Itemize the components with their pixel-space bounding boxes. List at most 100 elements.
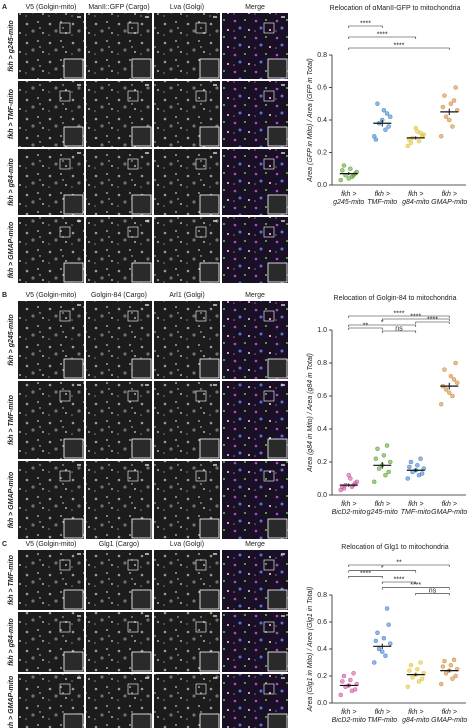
data-point [375, 630, 380, 636]
data-point [373, 638, 379, 644]
chart-title: Relocation of αManII-GFP to mitochondria [330, 5, 461, 12]
inset [63, 518, 84, 539]
x-tick-label: fkh > [375, 191, 390, 198]
data-point [442, 658, 447, 664]
inset-box [195, 90, 207, 102]
inset [267, 58, 288, 79]
chart-title: Relocation of Golgin-84 to mitochondria [334, 295, 457, 302]
inset [267, 589, 288, 610]
y-tick-label: 0.6 [317, 84, 327, 91]
inset-box [263, 158, 275, 170]
data-point [341, 163, 347, 168]
x-tick-label: fkh > [408, 501, 423, 508]
data-point [450, 124, 455, 129]
y-tick-label: 0.2 [317, 459, 327, 466]
inset-box [195, 310, 207, 322]
inset [199, 589, 220, 610]
inset-box [195, 158, 207, 170]
data-point [373, 456, 379, 461]
inset-box [263, 559, 275, 571]
column-header: Lva (Golgi) [170, 541, 204, 548]
significance-label: **** [394, 42, 405, 49]
data-point [346, 176, 351, 181]
column-header: Lva (Golgi) [170, 4, 204, 11]
significance-label: **** [377, 31, 388, 38]
y-tick-label: 0.6 [317, 619, 327, 626]
inset [199, 126, 220, 147]
inset [267, 126, 288, 147]
data-point [373, 137, 379, 142]
data-point [418, 456, 423, 461]
data-point [372, 660, 377, 665]
significance-label: ** [363, 322, 369, 329]
data-point [388, 114, 393, 119]
data-point [439, 134, 444, 139]
data-point [453, 85, 458, 90]
inset-box [263, 470, 275, 482]
inset-box [127, 559, 139, 571]
data-point [419, 471, 425, 476]
inset-box [127, 683, 139, 695]
row-label: fkh > GMAP-mito [8, 221, 15, 278]
x-tick-label: g245-mito [367, 509, 398, 516]
inset-box [127, 158, 139, 170]
data-point [338, 177, 343, 183]
significance-label: **** [410, 582, 421, 589]
data-point [341, 673, 347, 679]
inset [63, 651, 84, 672]
significance-bracket [348, 327, 383, 330]
inset-box [127, 390, 139, 402]
data-point [407, 464, 412, 470]
column-header: ManII::GFP (Cargo) [88, 4, 149, 11]
inset [63, 194, 84, 215]
inset-box [195, 683, 207, 695]
y-tick-label: 0.2 [317, 673, 327, 680]
panel-letter: B [2, 292, 7, 299]
data-point [386, 469, 391, 475]
data-point [442, 93, 447, 98]
inset [199, 438, 220, 459]
data-point [376, 646, 382, 652]
data-point [447, 390, 452, 395]
significance-bracket [348, 570, 417, 573]
data-point [413, 125, 418, 131]
data-point [381, 635, 387, 641]
inset [131, 194, 152, 215]
data-point [384, 443, 390, 448]
x-tick-label: GMAP-mito [431, 717, 467, 724]
inset-box [59, 90, 71, 102]
y-tick-label: 0.0 [317, 182, 327, 189]
data-point [383, 472, 388, 478]
inset-box [59, 310, 71, 322]
inset [267, 651, 288, 672]
inset-box [59, 158, 71, 170]
significance-bracket [348, 315, 450, 318]
inset [199, 518, 220, 539]
data-point [405, 684, 410, 690]
x-tick-label: fkh > [375, 501, 390, 508]
inset-box [263, 390, 275, 402]
significance-bracket [348, 324, 417, 327]
inset-box [195, 559, 207, 571]
inset [63, 438, 84, 459]
x-tick-label: TMF-mito [367, 199, 397, 206]
y-axis-label: Area (g84 in Mito) / Area (g84 in Total) [307, 353, 314, 473]
x-tick-label: fkh > [442, 191, 457, 198]
inset [199, 58, 220, 79]
column-header: Merge [245, 292, 265, 299]
significance-bracket [415, 321, 450, 324]
inset [63, 262, 84, 283]
data-point [453, 673, 458, 679]
data-point [352, 687, 358, 692]
data-point [418, 130, 423, 136]
data-point [381, 108, 387, 113]
inset [63, 126, 84, 147]
significance-label: * [381, 319, 384, 326]
data-point [381, 453, 387, 458]
y-axis-label: Area (GFP in Mito) / Area (GFP in Total) [307, 58, 314, 182]
inset-box [195, 22, 207, 34]
inset-box [127, 310, 139, 322]
inset [267, 518, 288, 539]
x-tick-label: BicD2-mito [332, 717, 366, 724]
significance-bracket [348, 25, 383, 28]
